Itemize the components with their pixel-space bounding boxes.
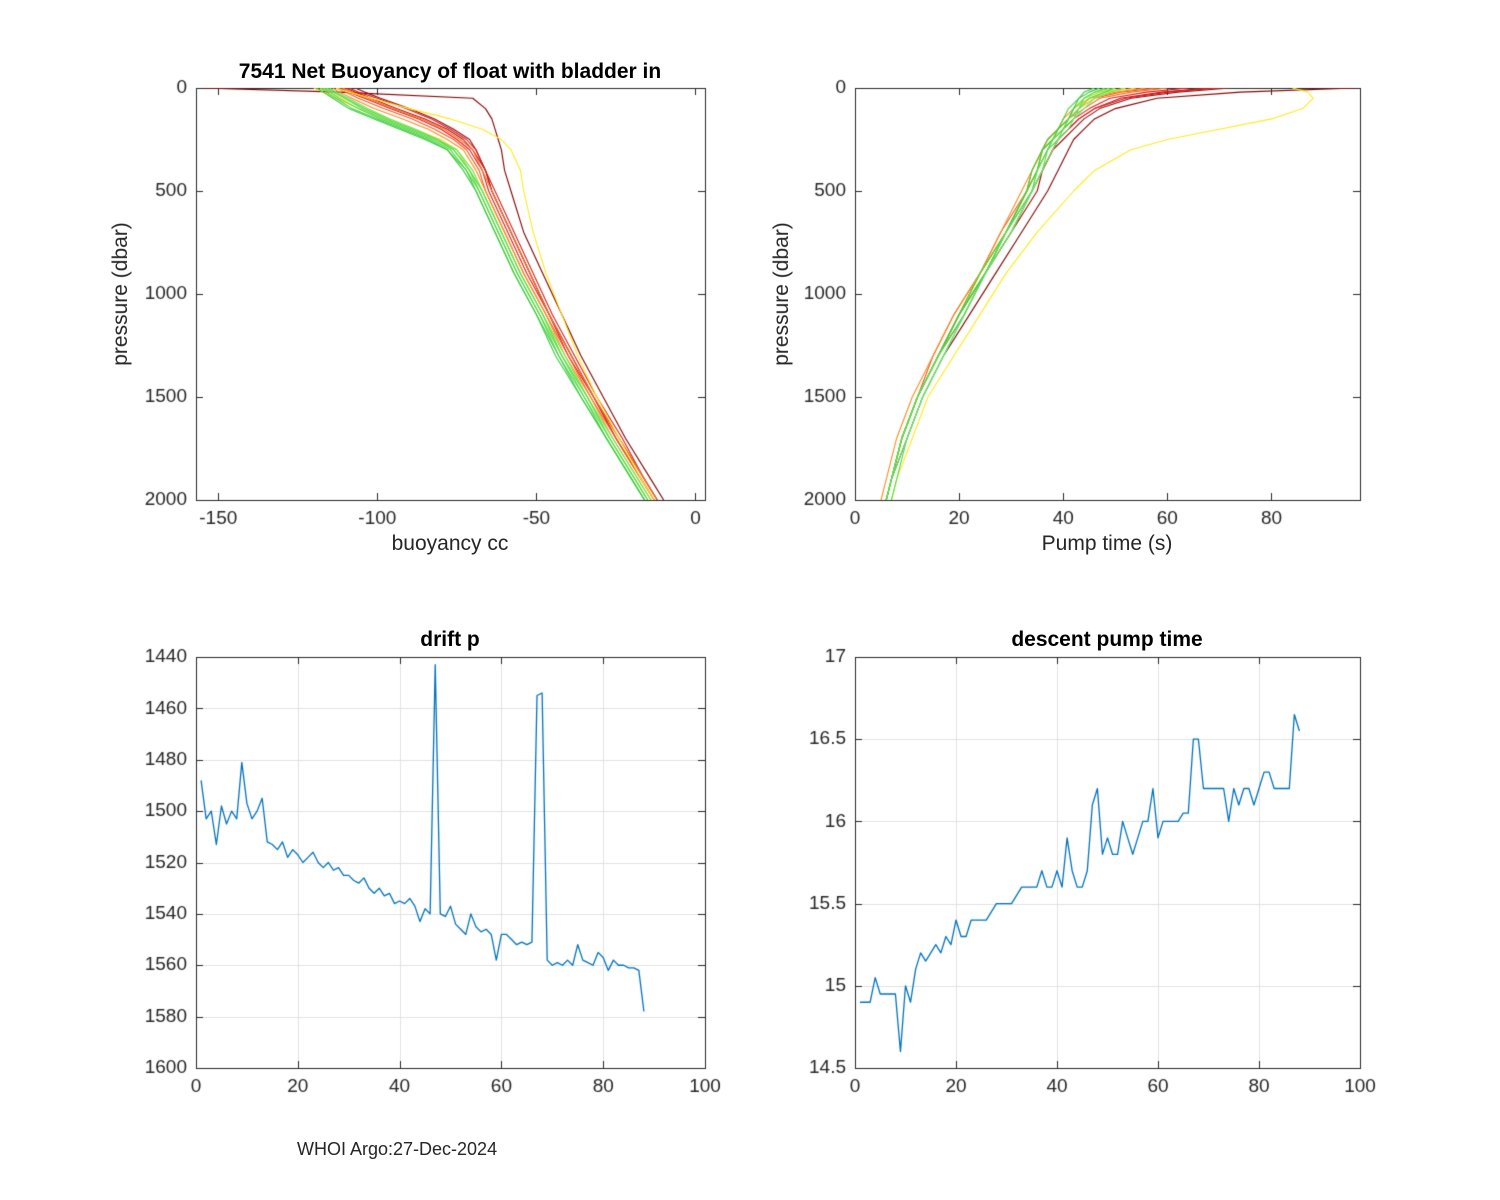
- net-buoyancy-xlabel: buoyancy cc: [391, 532, 509, 555]
- net-buoyancy-chart-canvas: [0, 0, 750, 600]
- net-buoyancy-ylabel: pressure (dbar): [109, 222, 132, 366]
- drift-p-chart-canvas: [0, 600, 750, 1200]
- descent-pump-time-chart-canvas: [750, 600, 1500, 1200]
- net-buoyancy-title: 7541 Net Buoyancy of float with bladder …: [238, 60, 662, 83]
- drift-p-title: drift p: [420, 628, 480, 651]
- pump-time-chart-canvas: [750, 0, 1500, 600]
- descent-pump-time-title: descent pump time: [1011, 628, 1203, 651]
- pump-time-xlabel: Pump time (s): [1041, 532, 1173, 555]
- figure-footer: WHOI Argo:27-Dec-2024: [297, 1139, 498, 1159]
- pump-time-ylabel: pressure (dbar): [770, 222, 793, 366]
